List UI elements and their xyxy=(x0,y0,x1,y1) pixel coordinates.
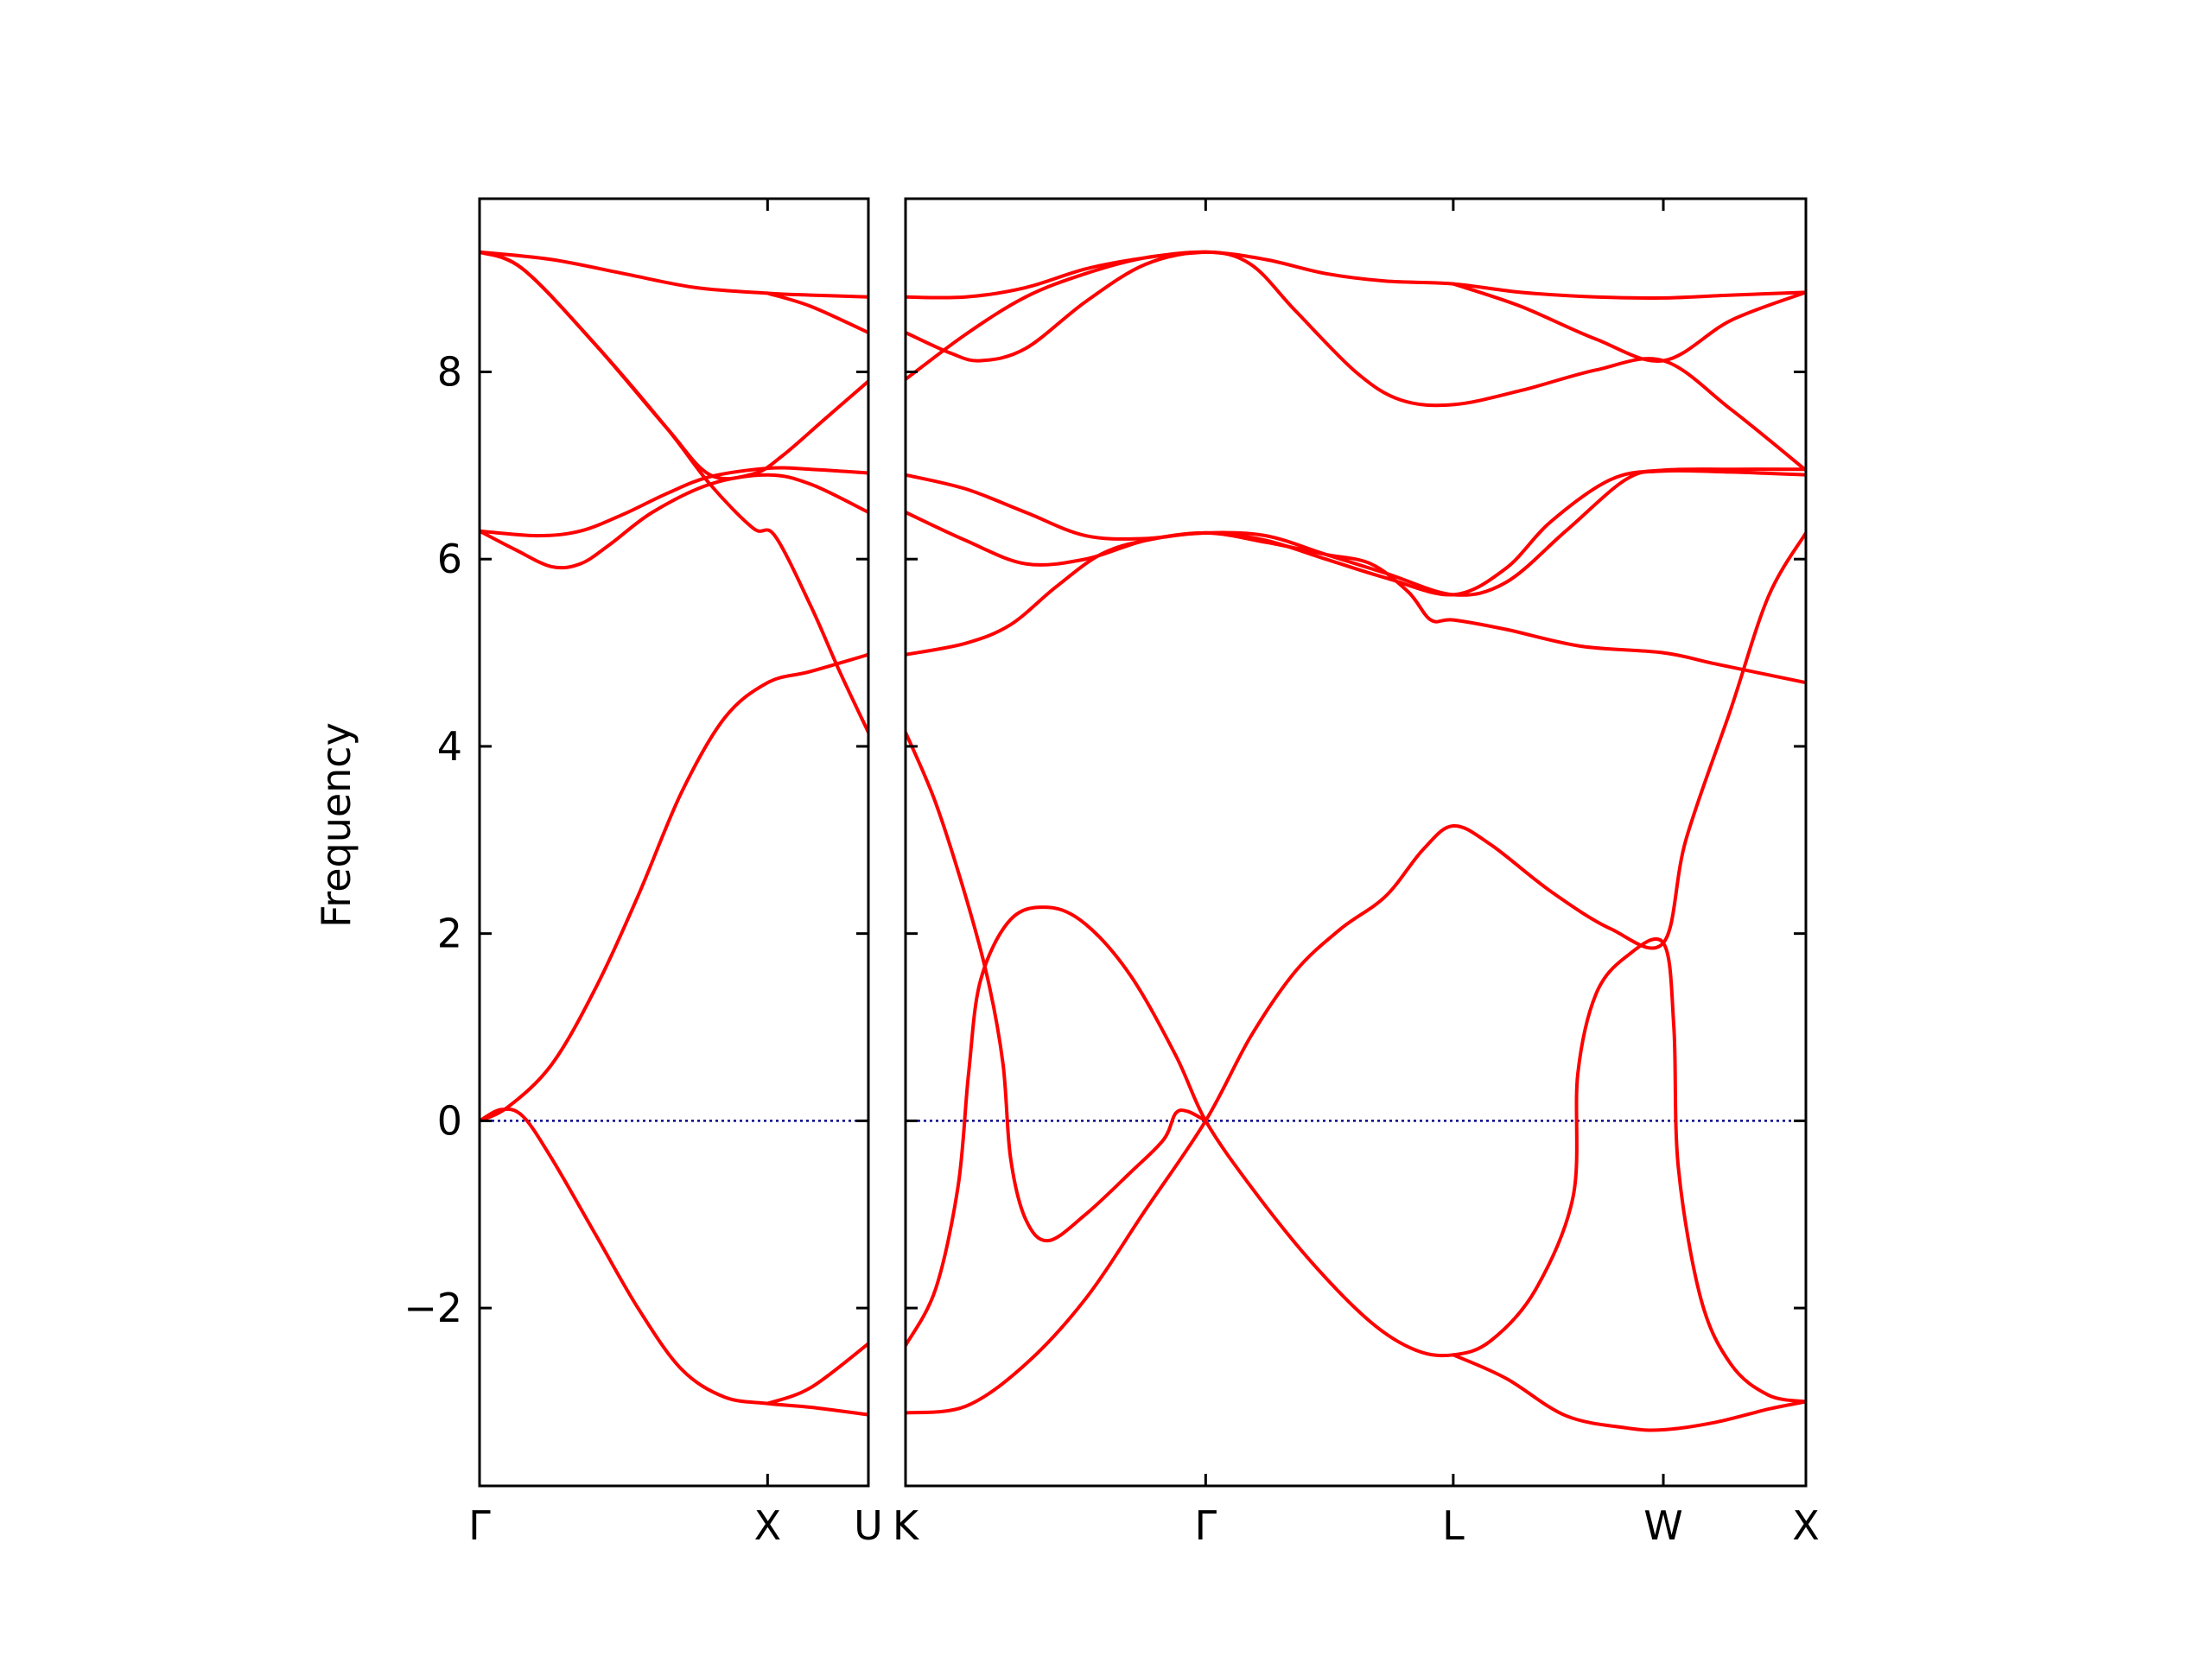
x-tick-label: U xyxy=(854,1502,883,1549)
band-line-5 xyxy=(480,250,868,481)
bands-group xyxy=(480,250,868,1417)
band-line-10 xyxy=(906,530,1806,1415)
band-line-3 xyxy=(906,250,1208,382)
band-line-6 xyxy=(906,468,1806,597)
band-line-11 xyxy=(1451,1353,1806,1432)
panel-frame xyxy=(904,197,1808,1488)
x-tick-label: K xyxy=(893,1502,920,1549)
band-line-6 xyxy=(480,1107,868,1417)
y-tick-label: 0 xyxy=(437,1097,462,1144)
band-line-9 xyxy=(766,1342,868,1406)
y-axis-label: Frequency xyxy=(313,722,359,928)
x-tick-label: X xyxy=(1792,1502,1820,1549)
band-line-7 xyxy=(906,530,1806,685)
band-line-7 xyxy=(480,652,868,1123)
y-tick-label: 2 xyxy=(437,911,462,957)
band-line-5 xyxy=(906,467,1806,597)
band-line-8 xyxy=(906,730,1208,1243)
y-tick-label: 4 xyxy=(437,723,462,770)
x-tick-label: X xyxy=(754,1502,782,1549)
band-line-4 xyxy=(1451,282,1806,363)
band-line-4 xyxy=(480,473,868,570)
panels-layer: −2 0 2 4 6 8 Γ X U K Γ L W X xyxy=(404,197,1820,1549)
x-tick-label: Γ xyxy=(468,1502,491,1549)
band-line-8 xyxy=(766,291,868,334)
band-line-1 xyxy=(906,250,1806,301)
panel-frame xyxy=(478,197,870,1488)
band-line-1 xyxy=(480,250,868,299)
band-line-3 xyxy=(480,466,868,538)
bands-group xyxy=(906,250,1806,1432)
y-tick-label: −2 xyxy=(404,1285,462,1331)
band-line-9 xyxy=(906,905,1806,1404)
y-tick-label: 6 xyxy=(437,536,462,582)
x-tick-label: Γ xyxy=(1195,1502,1217,1549)
y-tick-label: 8 xyxy=(437,348,462,395)
x-tick-label: W xyxy=(1643,1502,1682,1549)
panel-left: −2 0 2 4 6 8 Γ X U xyxy=(404,197,883,1549)
x-tick-label: L xyxy=(1442,1502,1465,1549)
